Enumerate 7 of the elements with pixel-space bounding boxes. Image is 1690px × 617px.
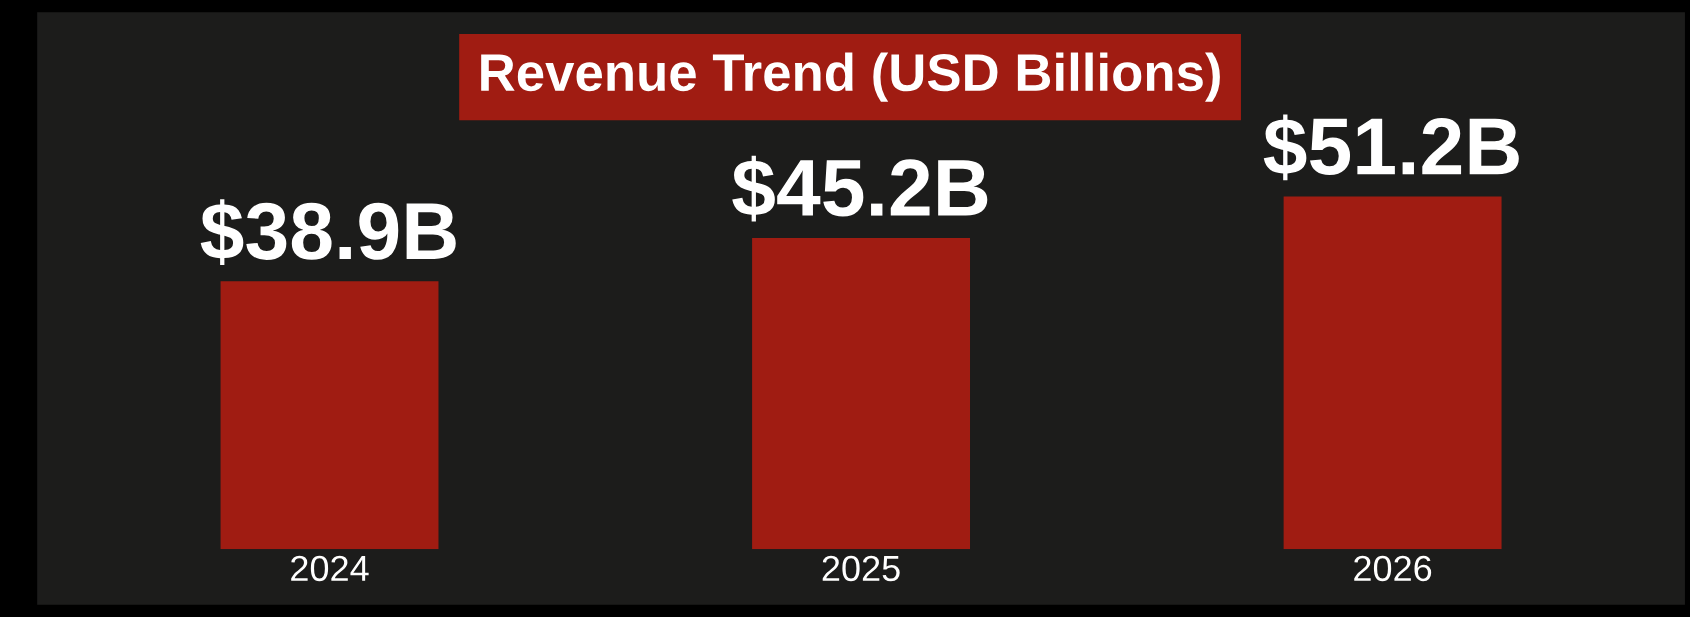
chart-title: Revenue Trend (USD Billions): [481, 52, 1220, 102]
data-label: $38.9B: [200, 199, 456, 265]
x-tick-label: 2026: [1354, 555, 1432, 582]
data-label: $51.2B: [1263, 114, 1519, 181]
x-tick-label: 2025: [822, 555, 900, 582]
x-tick-label: 2024: [291, 555, 369, 582]
data-label: $45.2B: [732, 155, 988, 222]
